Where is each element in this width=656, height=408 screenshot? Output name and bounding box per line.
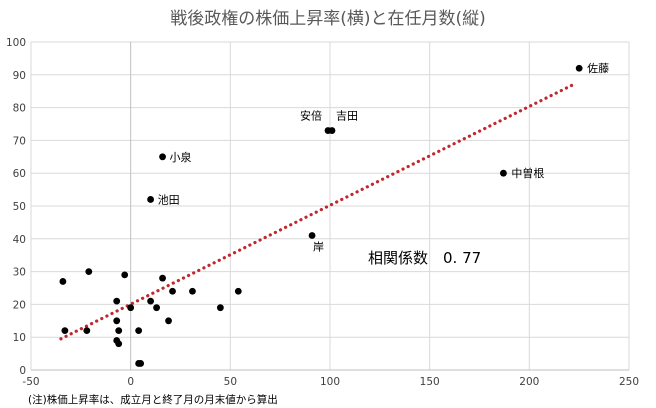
- x-tick-label: -50: [22, 376, 39, 388]
- data-point: [500, 169, 507, 177]
- data-point: [328, 127, 336, 134]
- grid: [31, 41, 630, 370]
- data-point: [189, 287, 196, 295]
- data-point: [137, 360, 145, 367]
- point-label: 中曽根: [511, 166, 544, 180]
- data-point: [308, 232, 316, 239]
- data-point: [59, 278, 67, 285]
- trendline: [59, 83, 575, 341]
- data-point: [83, 327, 91, 335]
- data-points: [59, 64, 583, 367]
- y-tick-label: 40: [13, 234, 26, 246]
- data-point: [85, 268, 93, 275]
- x-tick-label: 0: [127, 376, 134, 388]
- data-point: [61, 327, 69, 335]
- x-tick-label: 150: [420, 376, 440, 388]
- data-point: [147, 196, 155, 203]
- y-tick-label: 100: [6, 37, 26, 49]
- data-point: [135, 327, 143, 335]
- x-tick-label: 200: [519, 376, 539, 388]
- data-point: [575, 64, 583, 72]
- y-tick-label: 90: [13, 70, 26, 82]
- point-label: 吉田: [336, 110, 358, 123]
- y-tick-label: 20: [13, 299, 26, 311]
- point-label: 安倍: [300, 109, 322, 123]
- y-tick-label: 0: [19, 365, 26, 377]
- data-point: [113, 297, 121, 305]
- trendline-layer: [59, 83, 575, 341]
- x-tick-label: 250: [619, 376, 639, 388]
- data-point: [216, 304, 224, 312]
- y-tick-label: 70: [13, 135, 26, 147]
- x-tick-label: 50: [224, 376, 237, 388]
- data-point: [169, 287, 176, 295]
- data-point: [115, 327, 123, 335]
- data-point: [165, 317, 172, 325]
- point-label: 佐藤: [587, 61, 609, 75]
- data-point: [115, 340, 123, 348]
- y-tick-label: 30: [13, 267, 26, 279]
- data-point: [127, 304, 135, 312]
- x-tick-label: 100: [320, 376, 340, 388]
- point-label: 池田: [158, 193, 180, 206]
- data-point: [234, 287, 242, 295]
- data-point: [159, 153, 166, 161]
- y-tick-label: 80: [13, 103, 26, 115]
- data-point: [113, 317, 121, 325]
- axes: [30, 42, 629, 371]
- point-label: 小泉: [170, 150, 192, 164]
- point-label: 岸: [313, 241, 324, 254]
- data-point: [159, 274, 166, 282]
- data-point: [153, 304, 160, 312]
- data-point: [147, 297, 155, 305]
- data-point: [121, 271, 129, 279]
- y-tick-label: 10: [13, 332, 26, 344]
- chart-footnote: (注)株価上昇率は、成立月と終了月の月末値から算出: [28, 393, 278, 406]
- chart-title: 戦後政権の株価上昇率(横)と在任月数(縦): [170, 9, 486, 29]
- correlation-annotation: 相関係数 0. 77: [368, 249, 481, 267]
- y-tick-label: 60: [13, 168, 26, 180]
- y-tick-label: 50: [13, 201, 26, 213]
